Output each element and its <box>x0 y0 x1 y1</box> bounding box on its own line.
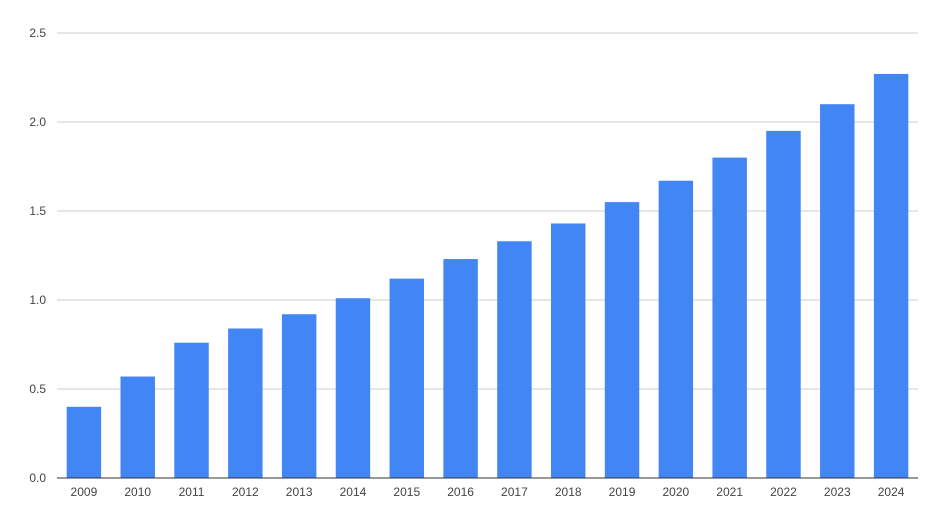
bar-2021 <box>712 157 747 478</box>
bar-2019 <box>604 202 640 478</box>
bar-2012 <box>228 328 263 478</box>
y-tick-label: 1.0 <box>29 293 46 307</box>
bars <box>66 73 909 479</box>
bar-2024 <box>873 73 909 478</box>
x-tick-label: 2020 <box>662 485 689 499</box>
x-tick-label: 2022 <box>770 485 797 499</box>
x-tick-label: 2009 <box>71 485 98 499</box>
x-tick-label: 2016 <box>447 485 474 499</box>
bar-2010 <box>120 376 155 478</box>
bar-2017 <box>497 241 532 478</box>
bar-2022 <box>766 130 801 478</box>
bar-2016 <box>443 259 478 478</box>
x-tick-label: 2023 <box>824 485 851 499</box>
bar-2018 <box>550 223 586 478</box>
y-tick-label: 2.0 <box>29 115 46 129</box>
bar-2014 <box>335 298 371 478</box>
x-tick-label: 2015 <box>393 485 420 499</box>
y-tick-label: 1.5 <box>29 204 46 218</box>
tick-labels: 0.0 0.5 1.0 1.5 2.0 2.5 2009 2010 2011 2012 2013 20… <box>29 26 904 499</box>
y-tick-label: 0.0 <box>29 471 46 485</box>
y-tick-label: 2.5 <box>29 26 46 40</box>
x-tick-label: 2014 <box>340 485 367 499</box>
bar-2011 <box>174 342 209 478</box>
x-tick-label: 2012 <box>232 485 259 499</box>
y-tick-label: 0.5 <box>29 382 46 396</box>
bar-2013 <box>281 314 317 478</box>
x-tick-label: 2018 <box>555 485 582 499</box>
bar-2020 <box>658 180 694 479</box>
x-tick-label: 2010 <box>124 485 151 499</box>
bar-2009 <box>66 406 102 478</box>
bar-2023 <box>820 104 855 478</box>
bar-2015 <box>389 278 425 478</box>
x-tick-label: 2017 <box>501 485 528 499</box>
x-tick-label: 2021 <box>716 485 743 499</box>
x-tick-label: 2024 <box>878 485 905 499</box>
x-tick-label: 2019 <box>609 485 636 499</box>
x-tick-label: 2011 <box>179 485 205 499</box>
x-tick-label: 2013 <box>286 485 313 499</box>
